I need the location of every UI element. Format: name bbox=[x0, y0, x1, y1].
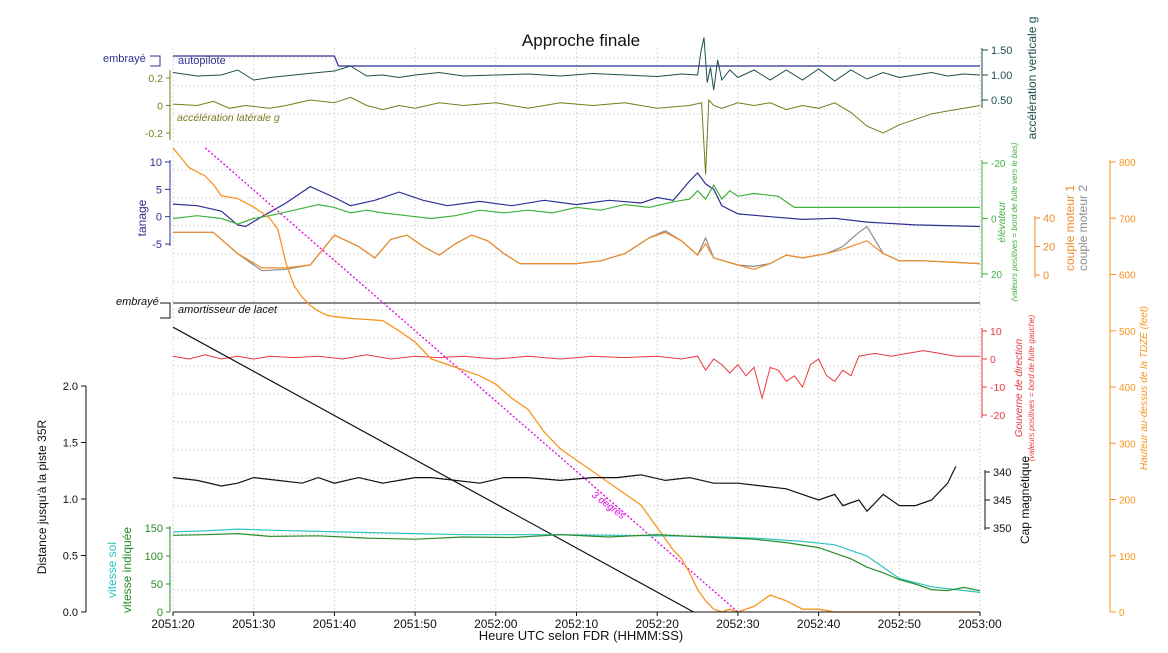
torque2-axis-title: couple moteur 2 bbox=[1076, 185, 1090, 271]
rudder-axis-note: (valeurs positives = bord de fuite gauch… bbox=[1027, 314, 1036, 461]
rudder-tick-label: -20 bbox=[990, 410, 1005, 422]
heading-tick-label: 345 bbox=[993, 495, 1011, 507]
distance-tick-label: 0.0 bbox=[63, 607, 78, 619]
heading-axis-title: Cap magnétique bbox=[1018, 456, 1032, 544]
autopilot-label: autopilote bbox=[178, 55, 226, 67]
torque-tick-label: 40 bbox=[1043, 213, 1055, 225]
vertical-g-axis-title: accélération verticale g bbox=[1025, 17, 1039, 140]
height-tick-label: 800 bbox=[1119, 158, 1136, 169]
pitch-line bbox=[172, 171, 981, 228]
heading-tick-label: 340 bbox=[993, 467, 1011, 479]
speed-tick-label: 50 bbox=[151, 579, 163, 591]
x-tick-label: 2051:30 bbox=[232, 617, 276, 631]
x-axis-label: Heure UTC selon FDR (HHMM:SS) bbox=[479, 628, 683, 643]
x-tick-label: 2052:10 bbox=[555, 617, 599, 631]
pitch-tick-label: 10 bbox=[150, 157, 162, 169]
torque1-axis-title: couple moteur 1 bbox=[1063, 185, 1077, 271]
distance-tick-label: 1.5 bbox=[63, 438, 78, 450]
x-tick-label: 2052:50 bbox=[878, 617, 922, 631]
x-tick-label: 2053:00 bbox=[958, 617, 1002, 631]
x-tick-label: 2051:40 bbox=[313, 617, 357, 631]
height-tick-label: 500 bbox=[1119, 327, 1136, 338]
speed-tick-label: 100 bbox=[145, 551, 163, 563]
pitch-tick-label: 5 bbox=[156, 184, 162, 196]
lateral-g-label: accélération latérale g bbox=[177, 112, 280, 124]
yaw-damper-bracket bbox=[160, 302, 171, 319]
elevator-axis-title: élévateur bbox=[997, 201, 1008, 243]
elevator-tick-label: 20 bbox=[991, 270, 1003, 281]
engaged-mid-label: embrayé bbox=[116, 296, 159, 308]
chart-title: Approche finale bbox=[522, 31, 640, 50]
ias-line bbox=[172, 532, 981, 592]
speed-tick-label: 150 bbox=[145, 523, 163, 535]
torque1-line bbox=[173, 231, 981, 270]
rudder-tick-label: 0 bbox=[990, 354, 996, 366]
vertical-g-tick-label: 0.50 bbox=[991, 95, 1012, 107]
yaw-damper-label: amortisseur de lacet bbox=[178, 304, 278, 316]
torque-tick-label: 20 bbox=[1043, 242, 1055, 254]
pitch-tick-label: -5 bbox=[152, 239, 162, 251]
height-line bbox=[172, 147, 980, 613]
distance-tick-label: 0.5 bbox=[63, 551, 78, 563]
height-axis-title: Hauteur au-dessus de la TDZE (feet) bbox=[1139, 306, 1150, 470]
ground-speed-axis-title: vitesse sol bbox=[105, 542, 119, 598]
ias-axis-title: vitesse indiquée bbox=[120, 527, 134, 613]
height-tick-label: 600 bbox=[1119, 271, 1136, 282]
engaged-top-label: embrayé bbox=[103, 53, 146, 65]
rudder-line bbox=[172, 350, 980, 401]
torque-tick-label: 0 bbox=[1043, 270, 1049, 282]
pitch-axis-title: tanage bbox=[135, 199, 149, 236]
x-tick-label: 2051:50 bbox=[393, 617, 437, 631]
grid bbox=[172, 48, 981, 612]
series-layer bbox=[172, 37, 981, 613]
rudder-tick-label: 10 bbox=[990, 326, 1002, 338]
heading-tick-label: 350 bbox=[993, 523, 1011, 535]
labels-layer: embrayé autopilote accélération latérale… bbox=[35, 17, 1150, 643]
height-tick-label: 400 bbox=[1119, 383, 1136, 394]
height-tick-label: 200 bbox=[1119, 496, 1136, 507]
autopilot-bracket bbox=[150, 55, 161, 67]
distance-line bbox=[172, 326, 694, 613]
autopilot-line bbox=[173, 55, 980, 67]
elevator-axis-note: (valeurs positives = bord de fuite vers … bbox=[1010, 142, 1019, 301]
height-tick-label: 700 bbox=[1119, 214, 1136, 225]
lateral-g-tick-label: -0.2 bbox=[145, 128, 163, 140]
vertical-g-line bbox=[172, 37, 981, 91]
rudder-tick-label: -10 bbox=[990, 382, 1005, 394]
lateral-g-tick-label: 0 bbox=[157, 101, 163, 113]
x-tick-label: 2051:20 bbox=[151, 617, 195, 631]
axes-layer: 2051:20 2051:30 2051:40 2051:50 2052:00 2052:… bbox=[63, 45, 1136, 631]
x-tick-label: 2052:30 bbox=[716, 617, 760, 631]
x-tick-label: 2052:00 bbox=[474, 617, 518, 631]
speed-tick-label: 0 bbox=[157, 607, 163, 619]
glide-path-line bbox=[204, 147, 739, 613]
height-tick-label: 300 bbox=[1119, 439, 1136, 450]
elevator-line bbox=[172, 184, 980, 225]
lateral-g-tick-label: 0.2 bbox=[148, 73, 163, 85]
x-tick-label: 2052:40 bbox=[797, 617, 841, 631]
x-tick-label: 2052:20 bbox=[636, 617, 680, 631]
lateral-g-line bbox=[172, 96, 981, 175]
height-tick-label: 100 bbox=[1119, 552, 1136, 563]
pitch-tick-label: 0 bbox=[156, 212, 162, 224]
heading-line bbox=[172, 466, 957, 513]
rudder-axis-title: Gouverne de direction bbox=[1014, 338, 1025, 437]
vertical-g-tick-label: 1.50 bbox=[991, 45, 1012, 57]
elevator-tick-label: 0 bbox=[991, 215, 997, 226]
elevator-tick-label: -20 bbox=[991, 159, 1006, 170]
distance-axis-title: Distance jusqu'à la piste 35R bbox=[35, 419, 49, 574]
distance-tick-label: 2.0 bbox=[63, 381, 78, 393]
vertical-g-tick-label: 1.00 bbox=[991, 70, 1012, 82]
distance-tick-label: 1.0 bbox=[63, 494, 78, 506]
height-tick-label: 0 bbox=[1119, 608, 1125, 619]
